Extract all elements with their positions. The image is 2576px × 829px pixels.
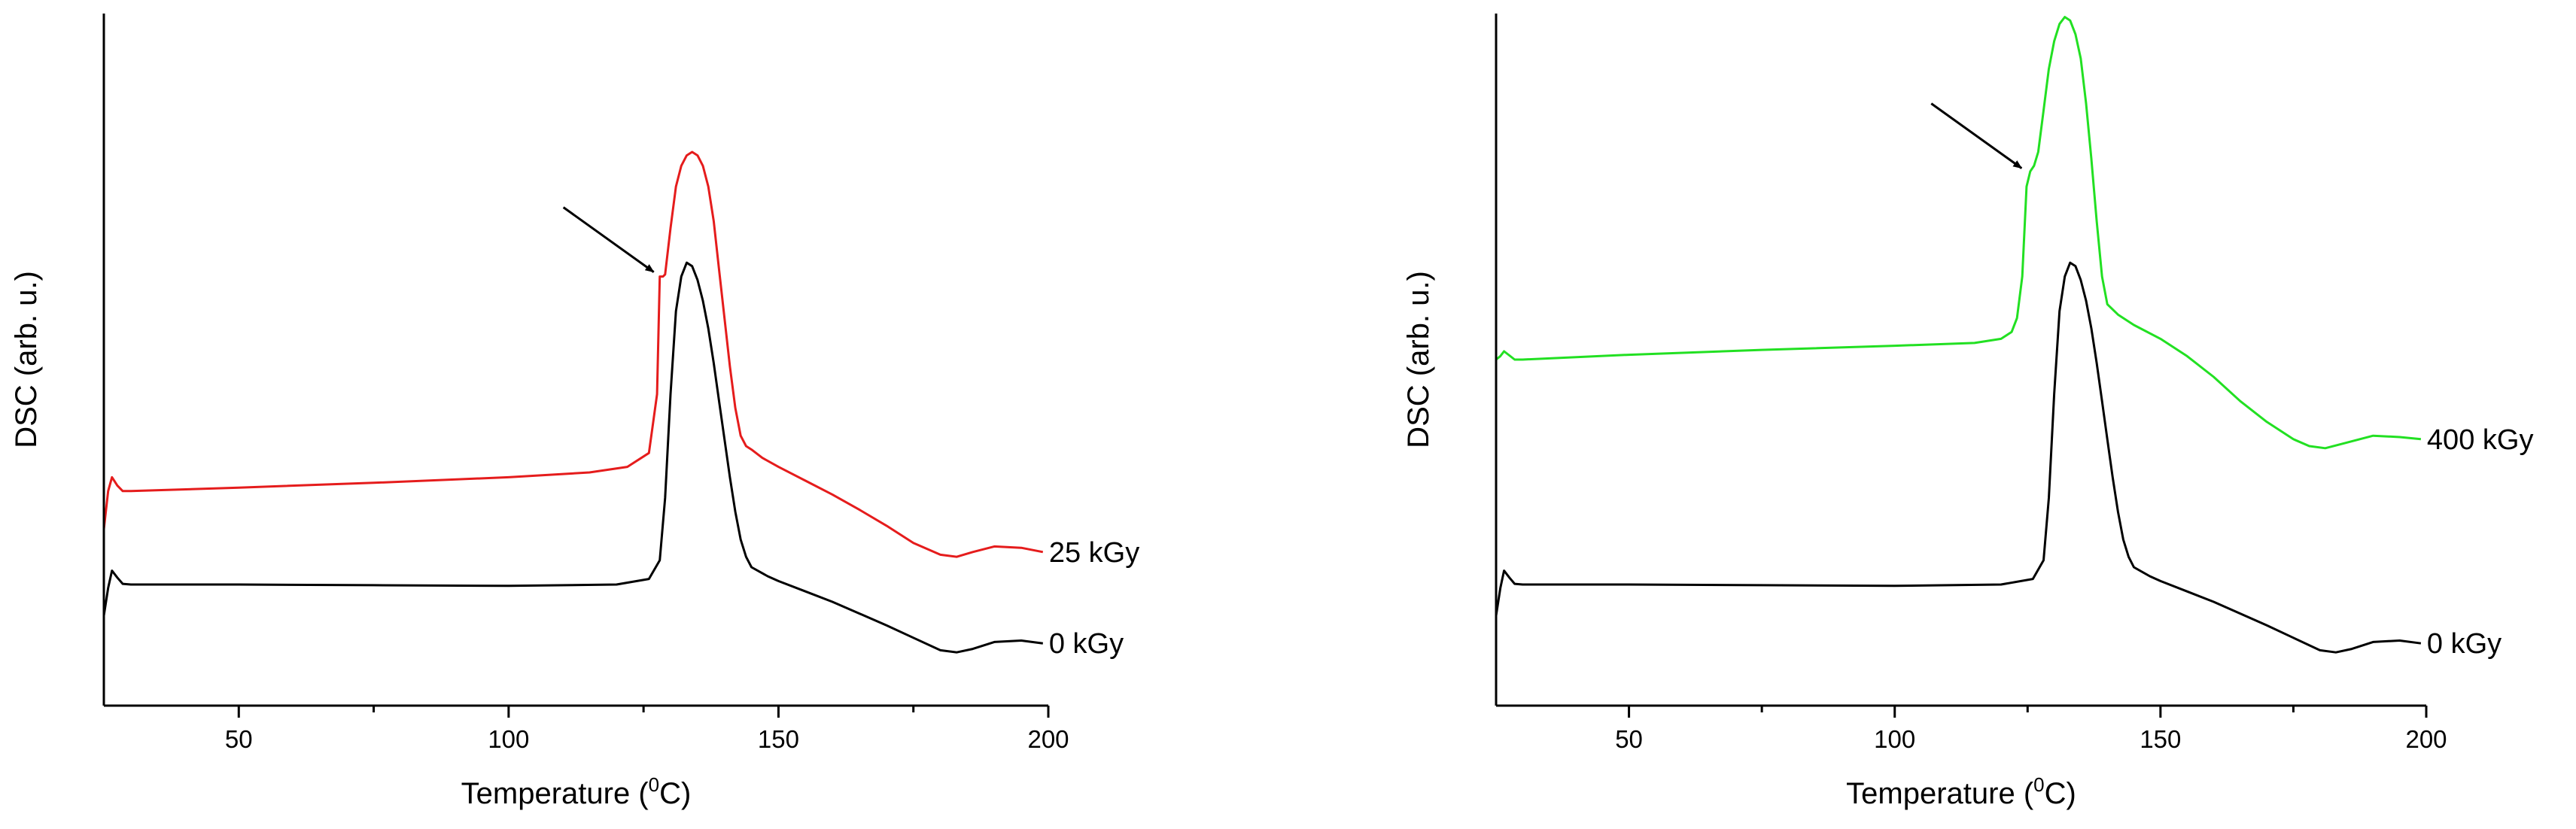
curves	[102, 150, 1044, 654]
curve-labels: 400 kGy 0 kGy	[2427, 424, 2534, 660]
series-label: 0 kGy	[2427, 628, 2501, 660]
x-axis-title: Temperature (0C)	[1846, 773, 2076, 810]
series-curve	[1495, 16, 2422, 450]
x-tick-label: 50	[225, 725, 253, 753]
chart-panel-left: 50 100 150 200 Temperature (0C) DSC (arb. u…	[10, 14, 1139, 810]
x-tick-label: 100	[1874, 725, 1915, 753]
x-axis-title: Temperature (0C)	[461, 773, 692, 810]
series-label: 0 kGy	[1049, 628, 1124, 660]
series-label: 400 kGy	[2427, 424, 2534, 456]
x-tick-label: 50	[1615, 725, 1643, 753]
x-tick-label: 150	[2140, 725, 2181, 753]
series-curve	[102, 150, 1044, 558]
curves	[1495, 16, 2422, 654]
annotation-arrow	[562, 206, 655, 273]
x-tick-labels: 50 100 150 200	[225, 725, 1069, 753]
series-curve	[102, 261, 1043, 654]
series-curve	[1495, 261, 2422, 654]
x-tick-label: 200	[2405, 725, 2447, 753]
series-label: 25 kGy	[1049, 537, 1139, 569]
x-tick-label: 100	[488, 725, 529, 753]
x-tick-label: 150	[758, 725, 799, 753]
chart-panel-right: 50 100 150 200 Temperature (0C) DSC (arb. u…	[1402, 14, 2533, 810]
x-axis-ticks	[237, 706, 1050, 718]
y-axis-title: DSC (arb. u.)	[1402, 271, 1435, 448]
annotation-arrow	[1930, 102, 2023, 169]
x-axis-ticks	[1628, 706, 2428, 718]
x-tick-label: 200	[1027, 725, 1069, 753]
x-tick-labels: 50 100 150 200	[1615, 725, 2447, 753]
y-axis-title: DSC (arb. u.)	[10, 271, 43, 448]
curve-labels: 25 kGy 0 kGy	[1049, 537, 1139, 660]
